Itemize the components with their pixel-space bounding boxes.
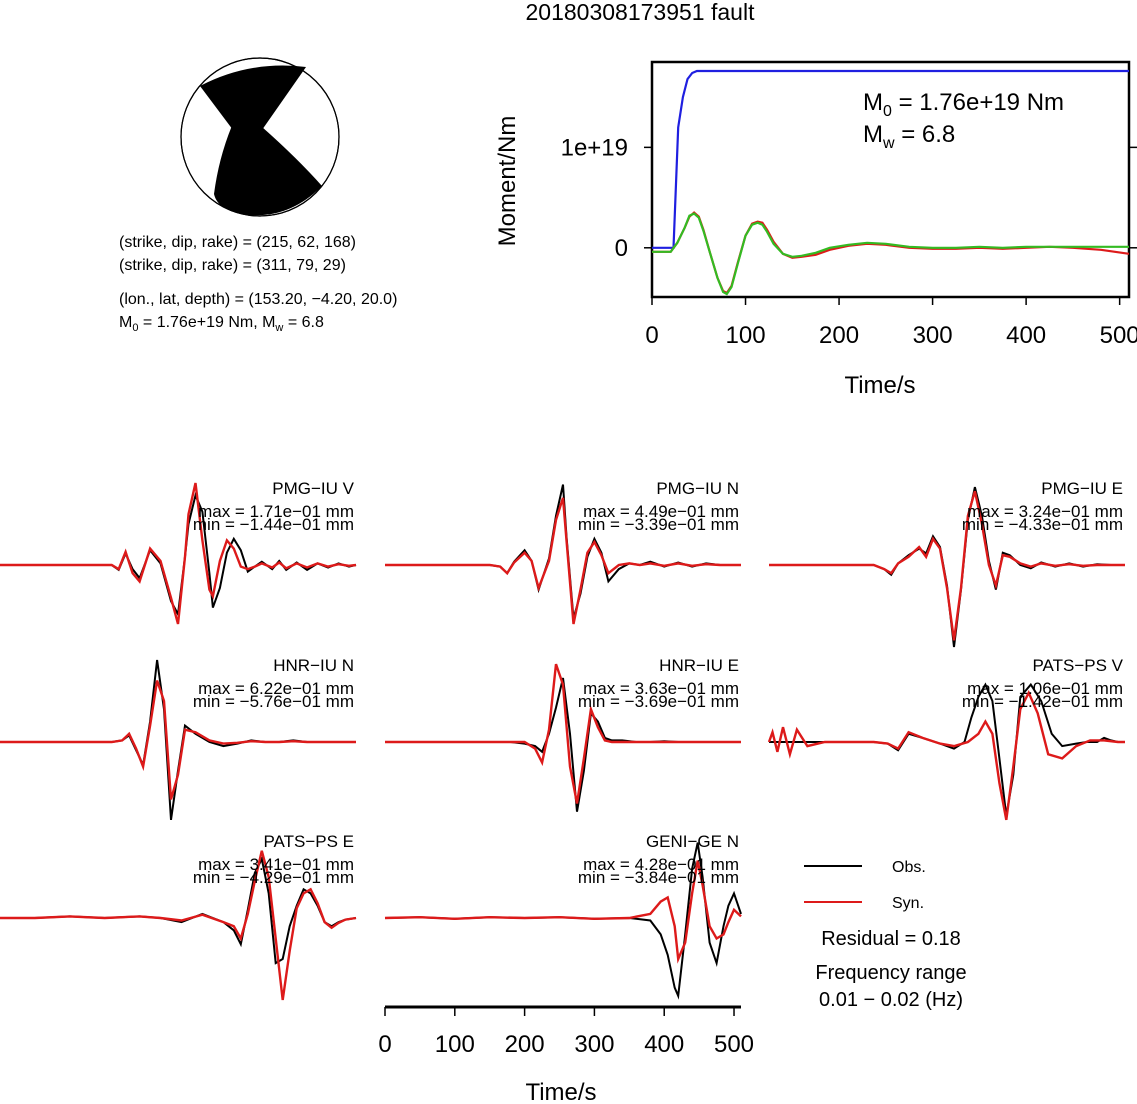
min-label: min = −5.76e−01 mm [193,692,354,711]
synthetic-trace [384,860,742,964]
mw-value: = 6.8 [283,314,324,331]
stf-series-rate_b [652,212,1129,296]
location-label: (lon., lat, depth) = (153.20, −4.20, 20.… [119,291,397,308]
waveform-x-tick-label: 400 [644,1031,684,1058]
stf-mw-subscript: w [882,135,895,152]
stf-frame [650,60,1131,299]
max-label: max = 3.24e−01 mm [967,502,1123,521]
moment-subscript: 0 [132,322,138,334]
waveform-x-tick-label: 300 [574,1031,614,1058]
beachball-icon [180,57,340,217]
residual-label: Residual = 0.18 [821,928,961,950]
min-label: min = −3.84e−01 mm [578,868,739,887]
synthetic-trace [385,663,741,804]
stf-m0-value: = 1.76e+19 Nm [892,89,1064,116]
min-label: min = −1.44e−01 mm [193,515,354,534]
moment-value: = 1.76e+19 Nm, M [138,314,275,331]
station-label: GENI−GE N [646,832,739,851]
mechanism-info: (strike, dip, rake) = (215, 62, 168) (st… [119,234,397,334]
stf-series-cumulative [652,69,1129,249]
stf-mw-annotation: Mw = 6.8 [863,121,955,152]
frequency-range-label: Frequency range [815,962,966,984]
stf-series-rate_a [652,211,1130,295]
station-label: HNR−IU E [659,656,739,675]
station-label: PMG−IU E [1041,479,1123,498]
stf-mw-prefix: M [863,121,883,148]
synthetic-trace [769,490,1125,641]
waveform-xlabel: Time/s [525,1079,596,1104]
legend-syn-label: Syn. [892,895,924,912]
stf-xlabel: Time/s [844,372,915,399]
synthetic-trace [0,850,357,1001]
stf-x-tick-label: 0 [645,322,658,349]
station-label: HNR−IU N [273,656,354,675]
waveform-x-tick-label: 500 [714,1031,754,1058]
max-label: max = 4.28e−01 mm [583,855,739,874]
stf-x-tick-label: 300 [913,322,953,349]
waveform-x-tick-label: 100 [435,1031,475,1058]
max-label: max = 1.06e−01 mm [967,679,1123,698]
min-label: min = −3.39e−01 mm [578,515,739,534]
waveform-x-tick-label: 200 [505,1031,545,1058]
stf-ylabel: Moment/Nm [494,116,521,247]
moment-prefix: M [119,314,132,331]
stf-m0-annotation: M0 = 1.76e+19 Nm [863,89,1064,120]
figure-title: 20180308173951 fault [526,0,756,25]
max-label: max = 4.49e−01 mm [583,502,739,521]
mw-subscript: w [274,322,283,334]
station-label: PATS−PS V [1032,656,1123,675]
waveform-legend: Obs. Syn. Residual = 0.18 Frequency rang… [804,859,967,1011]
stf-m0-prefix: M [863,89,883,116]
station-label: PMG−IU N [656,479,739,498]
legend-obs-label: Obs. [892,859,926,876]
min-label: min = −3.69e−01 mm [578,692,739,711]
stf-x-tick-label: 400 [1006,322,1046,349]
stf-x-tick-label: 200 [819,322,859,349]
max-label: max = 6.22e−01 mm [198,679,354,698]
plane2-label: (strike, dip, rake) = (311, 79, 29) [119,257,346,274]
stf-x-tick-label: 500 [1100,322,1137,349]
stf-x-tick-label: 100 [726,322,766,349]
frequency-range-value: 0.01 − 0.02 (Hz) [819,989,963,1011]
waveform-x-axis: Time/s 0 100 200 300 400 500 [378,1005,754,1104]
min-label: min = −1.42e−01 mm [962,692,1123,711]
station-label: PATS−PS E [263,832,354,851]
max-label: max = 3.41e−01 mm [198,855,354,874]
synthetic-trace [0,482,357,625]
min-label: min = −4.33e−01 mm [962,515,1123,534]
stf-m0-subscript: 0 [883,103,892,120]
synthetic-trace [385,497,741,625]
moment-chart: Time/s Moment/Nm M0 = 1.76e+19 Nm Mw = 6… [494,60,1137,399]
synthetic-trace [767,690,1125,821]
min-label: min = −4.29e−01 mm [193,868,354,887]
stf-y-tick-label: 0 [615,235,628,262]
plane1-label: (strike, dip, rake) = (215, 62, 168) [119,234,356,251]
synthetic-trace [0,680,356,800]
max-label: max = 3.63e−01 mm [583,679,739,698]
stf-y-tick-label: 1e+19 [561,134,628,161]
max-label: max = 1.71e−01 mm [198,502,354,521]
moment-summary: M0 = 1.76e+19 Nm, Mw = 6.8 [119,314,324,334]
station-label: PMG−IU V [272,479,354,498]
stf-mw-value: = 6.8 [895,121,956,148]
waveform-x-tick-label: 0 [378,1031,391,1058]
